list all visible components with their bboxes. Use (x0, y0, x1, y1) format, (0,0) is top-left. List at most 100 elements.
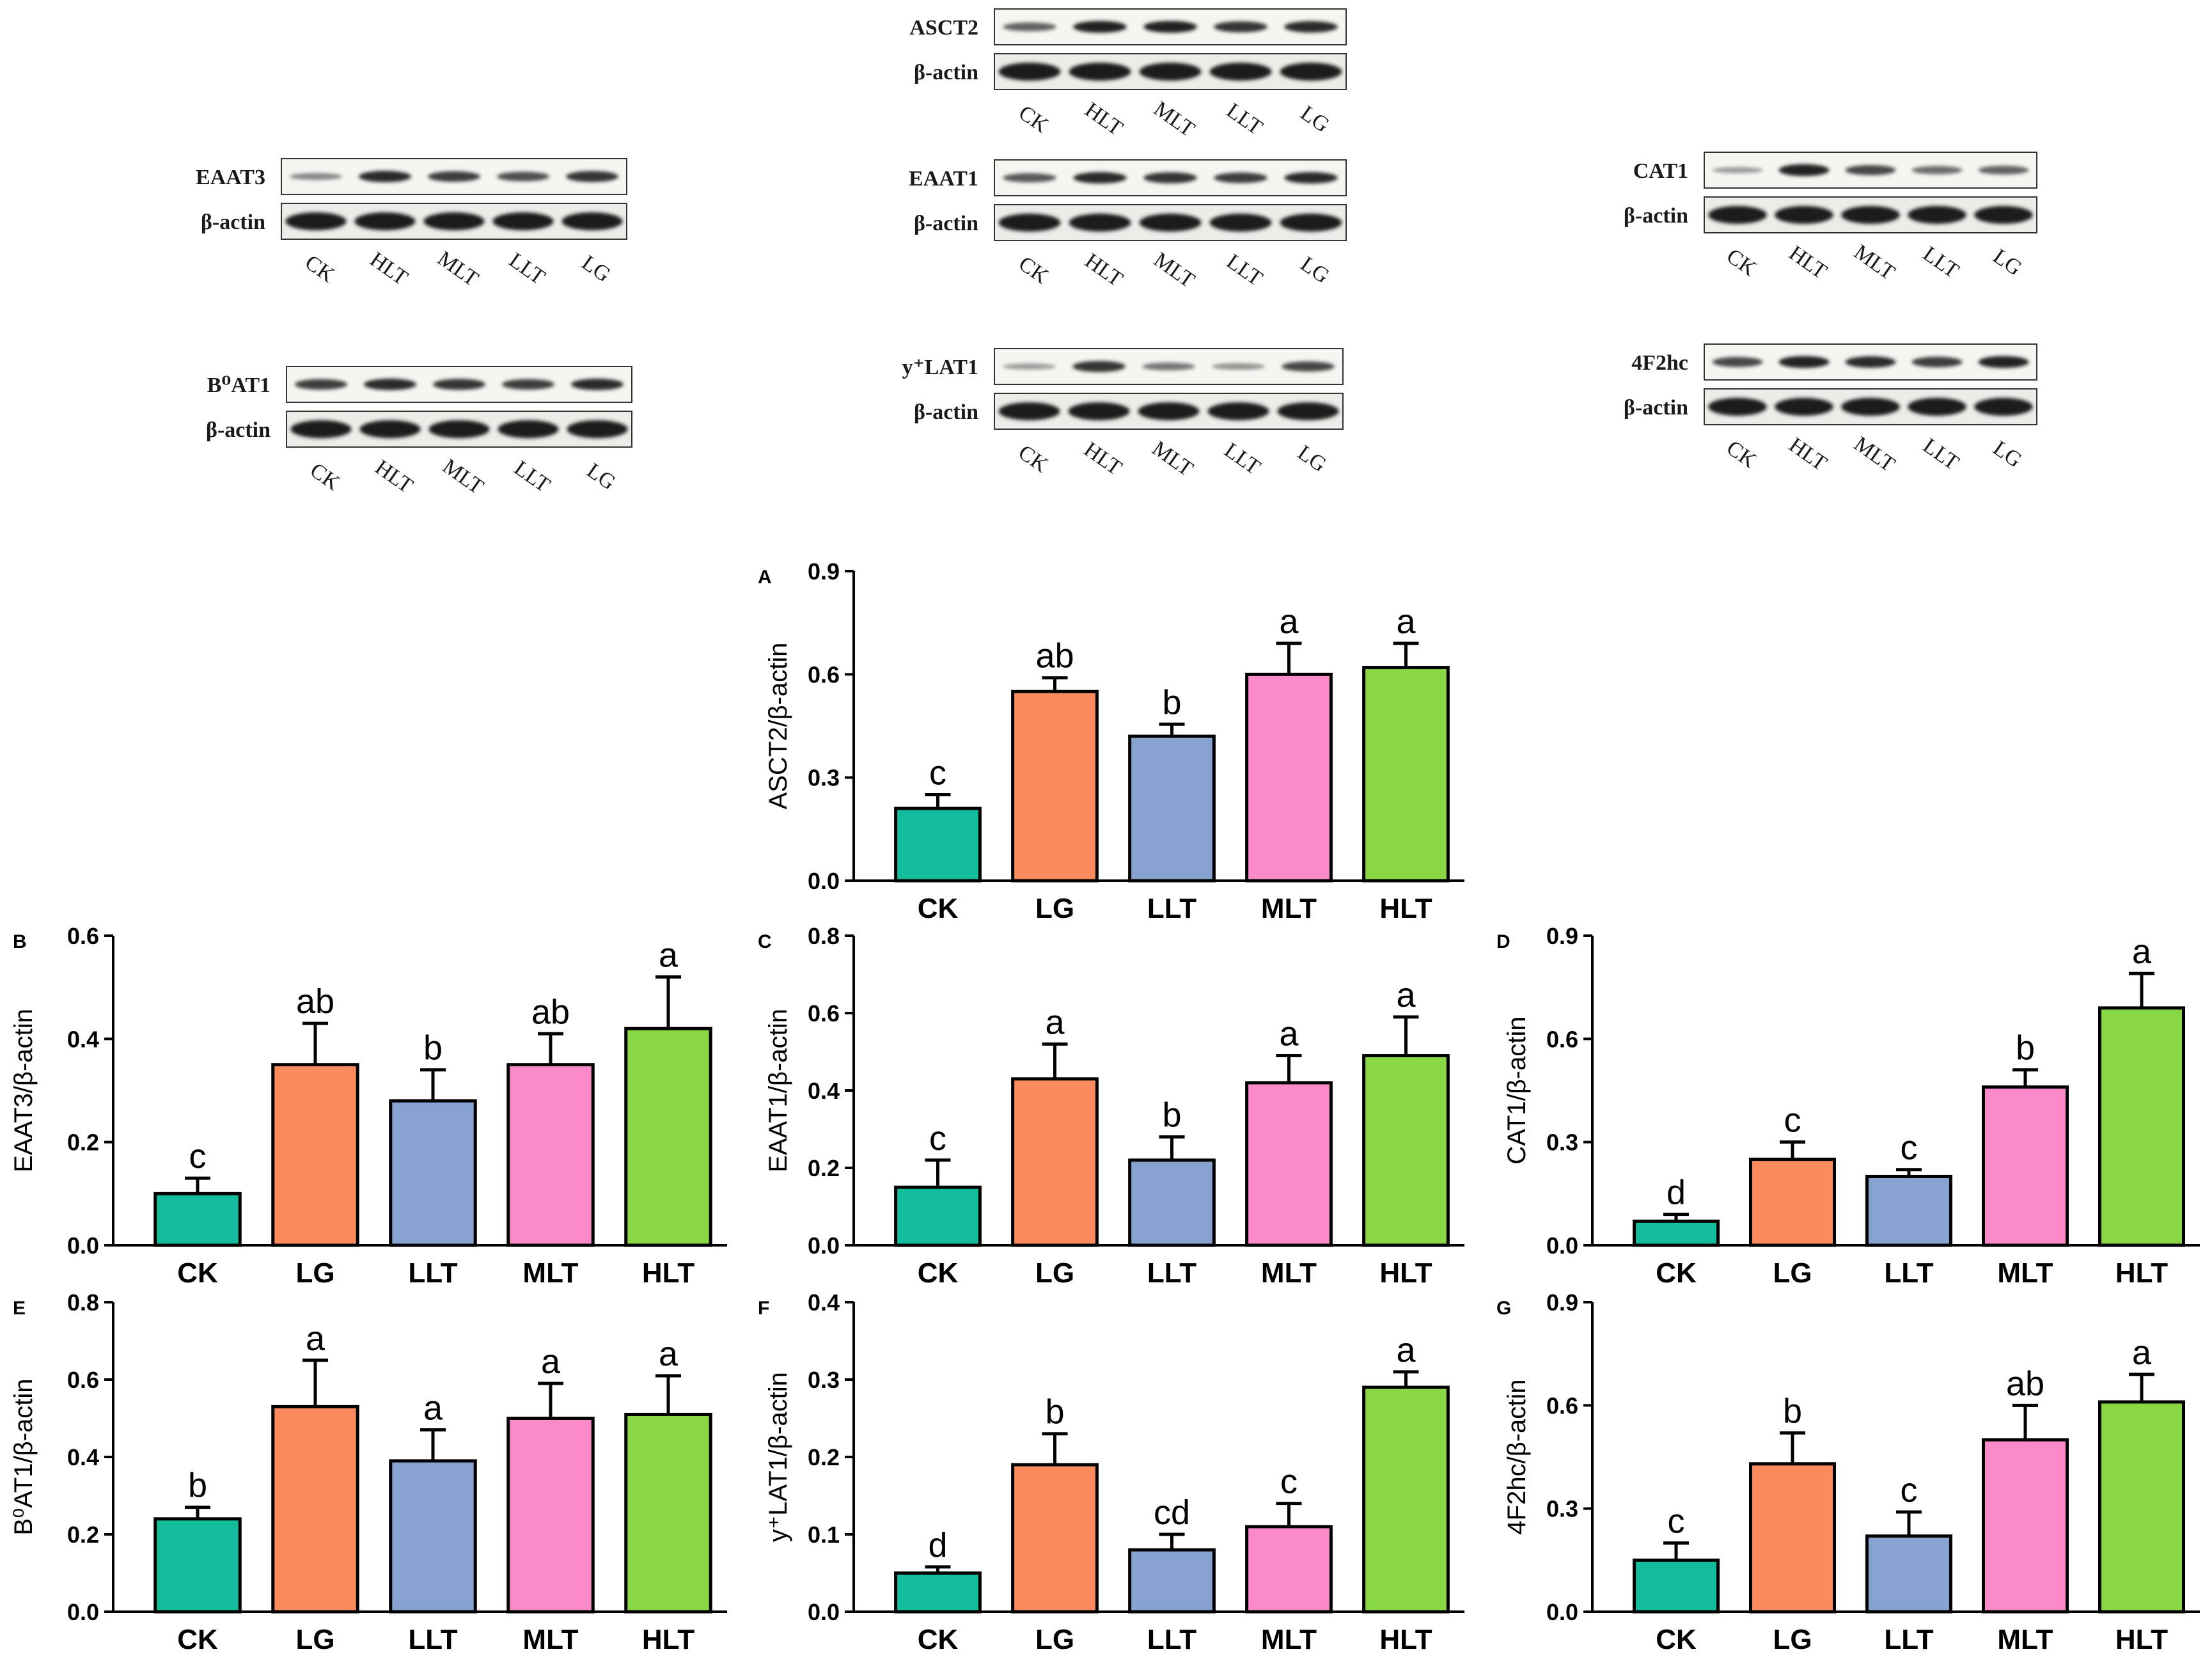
y-tick-label: 0.0 (1546, 1599, 1578, 1625)
x-tick-label: CK (918, 893, 959, 924)
blot-actin-band (1207, 402, 1269, 420)
bar (894, 807, 982, 883)
blot-band (1073, 20, 1127, 33)
y-tick-label: 0.6 (67, 923, 99, 949)
blot-actin-label: β-actin (914, 400, 978, 424)
blot-protein-label: EAAT3 (196, 166, 265, 189)
significance-label: c (1901, 1129, 1918, 1167)
significance-label: c (1668, 1502, 1685, 1540)
x-tick-label: LG (1773, 1257, 1812, 1289)
significance-label: b (2016, 1029, 2035, 1067)
lane-label: CK (1014, 441, 1053, 478)
x-tick-label: CK (918, 1257, 959, 1289)
blot-actin-band (359, 420, 421, 438)
significance-label: a (1279, 1015, 1299, 1053)
lane-label: LG (1293, 441, 1330, 476)
blot-band (1143, 172, 1197, 184)
blot-protein-label: ASCT2 (909, 16, 978, 40)
blot-band (1003, 363, 1056, 370)
significance-label: c (189, 1137, 207, 1176)
x-tick-label: LLT (1884, 1624, 1933, 1655)
bar (1245, 1525, 1333, 1614)
panel-letter: B (13, 931, 27, 952)
x-tick-label: LG (1773, 1624, 1812, 1655)
x-tick-label: LLT (408, 1257, 457, 1289)
blot-actin-band (1277, 402, 1339, 420)
bar (1245, 672, 1333, 883)
bar (389, 1099, 477, 1247)
bar (1362, 1054, 1450, 1247)
significance-label: a (423, 1389, 443, 1428)
significance-label: c (1280, 1463, 1298, 1501)
significance-label: cd (1154, 1493, 1190, 1532)
lane-label: CK (1014, 101, 1053, 138)
blot-actin-band (1209, 63, 1272, 81)
x-tick-label: LG (1035, 1257, 1074, 1289)
blot-band (496, 171, 550, 182)
significance-label: b (1162, 1096, 1181, 1135)
significance-label: b (1162, 683, 1181, 721)
chart-panel-D: D CAT1/β-actin d CK c LG c LLT b MLT a HLT 0.0 0.3 0.6… (1496, 923, 2200, 1289)
y-tick-label: 0.0 (67, 1599, 99, 1625)
x-tick-label: LG (1035, 1624, 1074, 1655)
x-tick-label: MLT (522, 1624, 578, 1655)
blot-band (1845, 356, 1896, 368)
y-tick-label: 0.0 (808, 1232, 840, 1259)
significance-label: c (929, 754, 946, 792)
bar (1362, 1385, 1450, 1614)
lane-label: HLT (1785, 241, 1832, 284)
chart-panel-F: Fy⁺LAT1/β-actin d CK b LG cd LLT c MLT a HLT 0.0 0.1… (758, 1289, 1464, 1655)
significance-label: b (188, 1467, 207, 1505)
blot-band (1282, 361, 1335, 372)
y-tick-label: 0.8 (67, 1289, 99, 1316)
significance-label: ab (296, 982, 334, 1021)
blot-actin-band (1775, 398, 1833, 416)
bar (1128, 734, 1216, 883)
blot-actin-band (1069, 214, 1131, 232)
lane-label: HLT (1079, 437, 1126, 480)
y-tick-label: 0.0 (67, 1232, 99, 1259)
bar (1128, 1158, 1216, 1247)
blot-band (1978, 356, 2029, 368)
lane-label: MLT (433, 247, 483, 292)
x-tick-label: HLT (642, 1257, 694, 1289)
blot-actin-label: β-actin (201, 210, 265, 234)
lane-label: LG (1296, 101, 1333, 137)
bar (271, 1405, 359, 1614)
y-tick-label: 0.6 (67, 1367, 99, 1393)
blot-3: EAAT1 β-actin CK HLT MLT LLT LG (909, 159, 1347, 292)
x-tick-label: LG (1035, 893, 1074, 924)
blot-protein-label: EAAT1 (909, 167, 978, 191)
significance-label: a (1279, 602, 1299, 641)
significance-label: a (659, 1335, 679, 1373)
y-tick-label: 0.2 (808, 1155, 840, 1181)
blot-actin-band (1775, 206, 1833, 224)
y-axis-label: ASCT2/β-actin (764, 643, 792, 810)
x-tick-label: CK (177, 1257, 218, 1289)
y-tick-label: 0.6 (808, 661, 840, 688)
lane-label: LLT (505, 248, 549, 289)
bar (1128, 1548, 1216, 1614)
bar (271, 1063, 359, 1247)
y-tick-label: 0.3 (808, 1367, 840, 1393)
x-tick-label: LLT (1147, 893, 1196, 924)
blot-actin-label: β-actin (1624, 204, 1688, 228)
y-tick-label: 0.9 (1546, 923, 1578, 949)
y-tick-label: 0.9 (808, 558, 840, 585)
x-tick-label: HLT (2115, 1624, 2168, 1655)
significance-label: ab (531, 993, 570, 1031)
blot-actin-band (1908, 206, 1966, 224)
y-tick-label: 0.6 (1546, 1026, 1578, 1052)
blot-band (501, 379, 555, 390)
y-tick-label: 0.3 (808, 765, 840, 791)
x-tick-label: LG (295, 1257, 334, 1289)
blot-actin-band (498, 420, 559, 438)
lane-label: MLT (1148, 437, 1198, 482)
blot-actin-band (1974, 206, 2033, 224)
y-tick-label: 0.8 (808, 923, 840, 949)
bar (1865, 1174, 1953, 1247)
significance-label: c (1784, 1101, 1801, 1140)
chart-panel-E: E B⁰AT1/β-actin b CK a LG a LLT a MLT a HLT 0.0 0.2 0.… (10, 1289, 727, 1655)
y-axis-label: y⁺LAT1/β-actin (764, 1372, 792, 1542)
